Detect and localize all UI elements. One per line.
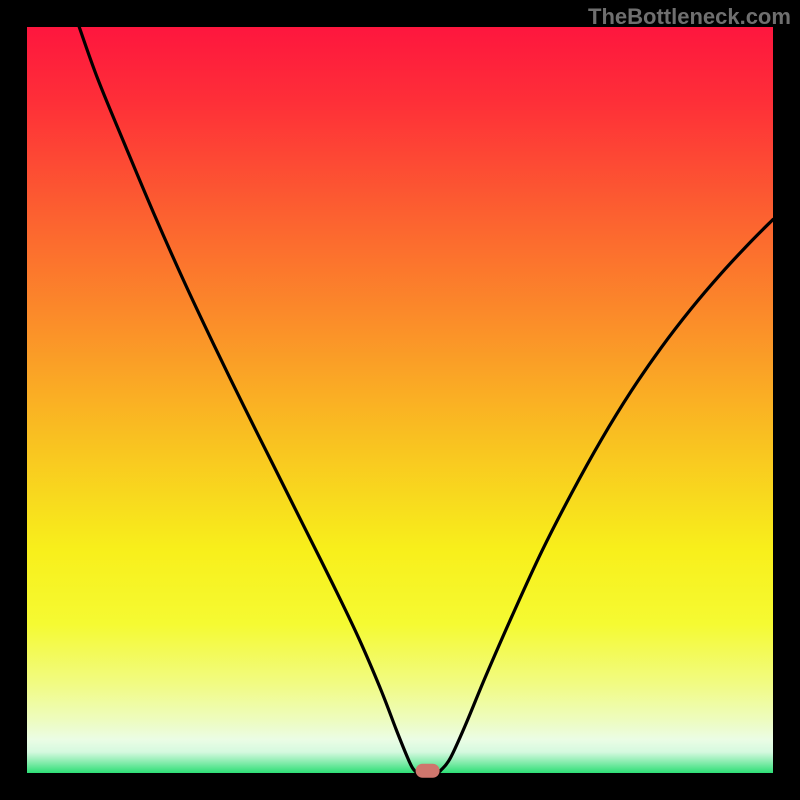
minimum-marker (416, 764, 440, 778)
chart-container: TheBottleneck.com (0, 0, 800, 800)
watermark-text: TheBottleneck.com (588, 4, 791, 30)
chart-svg (0, 0, 800, 800)
plot-background-gradient (27, 27, 773, 773)
